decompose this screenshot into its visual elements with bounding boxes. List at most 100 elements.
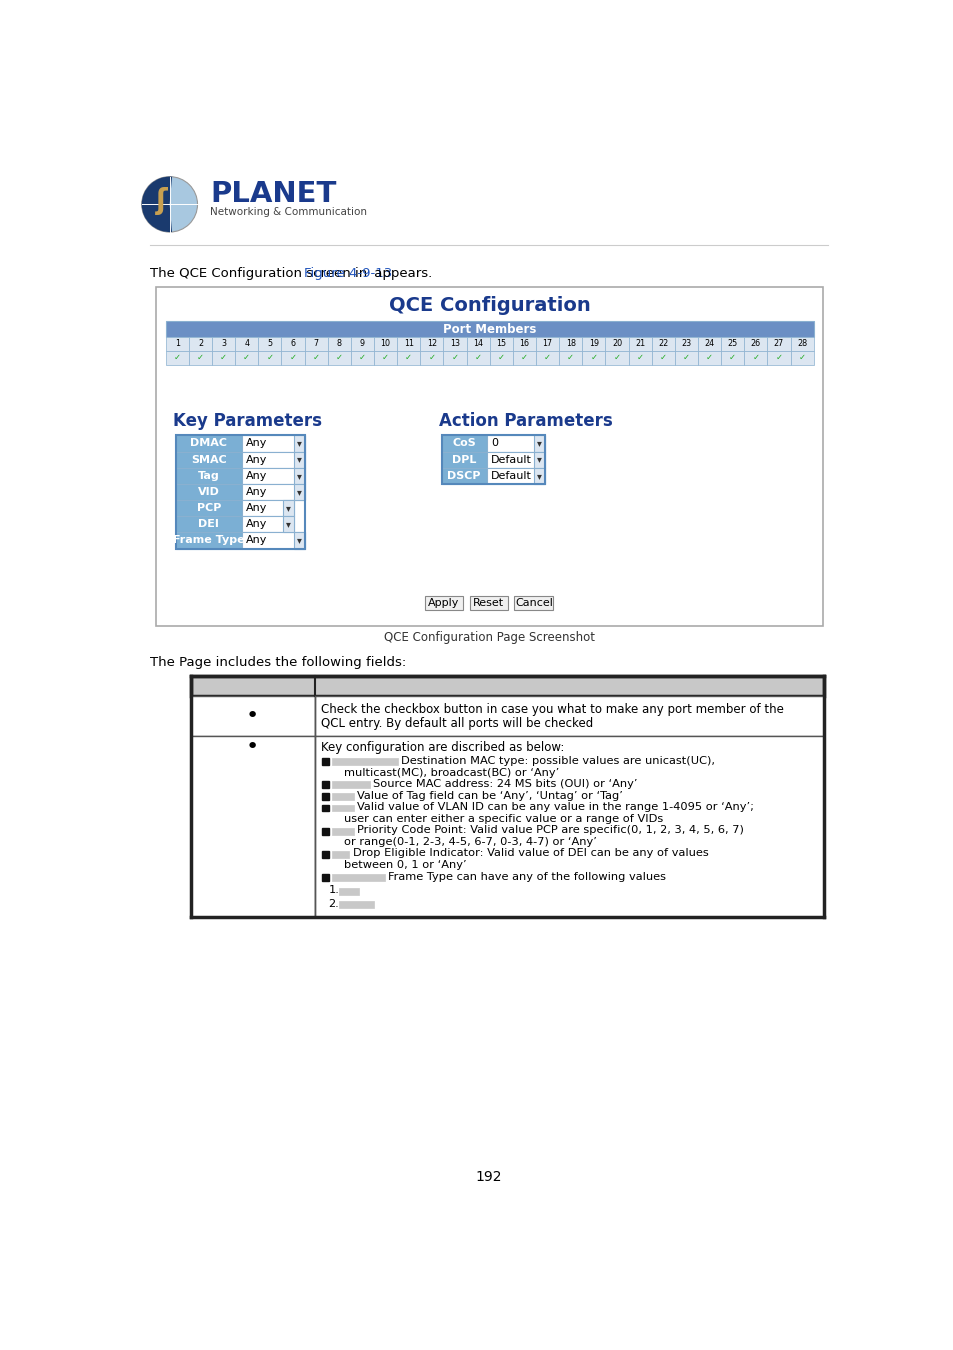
- Bar: [281, 351, 304, 364]
- Text: 16: 16: [518, 339, 529, 348]
- Text: ▾: ▾: [297, 536, 302, 545]
- Text: SMAC: SMAC: [191, 455, 227, 464]
- Bar: [166, 321, 813, 336]
- Bar: [175, 516, 241, 532]
- Bar: [282, 516, 294, 532]
- Text: ✓: ✓: [243, 354, 250, 362]
- Bar: [332, 805, 354, 811]
- Bar: [166, 351, 189, 364]
- Text: ✓: ✓: [405, 354, 412, 362]
- Bar: [175, 532, 241, 548]
- Bar: [294, 532, 305, 548]
- Bar: [513, 351, 536, 364]
- Bar: [651, 351, 674, 364]
- Bar: [304, 336, 328, 351]
- Text: ▾: ▾: [537, 471, 541, 481]
- Text: 11: 11: [403, 339, 414, 348]
- Text: ✓: ✓: [520, 354, 527, 362]
- Bar: [189, 351, 212, 364]
- Bar: [534, 435, 544, 451]
- Bar: [304, 351, 328, 364]
- Bar: [513, 336, 536, 351]
- Bar: [581, 351, 605, 364]
- Text: Networking & Communication: Networking & Communication: [210, 207, 367, 217]
- Bar: [651, 336, 674, 351]
- Text: Any: Any: [246, 455, 268, 464]
- Bar: [558, 351, 581, 364]
- Bar: [743, 351, 766, 364]
- Text: 17: 17: [542, 339, 552, 348]
- Text: 27: 27: [773, 339, 783, 348]
- Text: Key Parameters: Key Parameters: [173, 413, 322, 431]
- Bar: [605, 351, 628, 364]
- Bar: [175, 483, 241, 499]
- Bar: [486, 435, 544, 451]
- Text: Figure 4-9-13: Figure 4-9-13: [303, 267, 392, 281]
- Text: ✓: ✓: [266, 354, 274, 362]
- Bar: [175, 451, 241, 467]
- Text: 23: 23: [680, 339, 691, 348]
- Text: Any: Any: [246, 504, 268, 513]
- Bar: [241, 451, 305, 467]
- Text: Default: Default: [491, 471, 532, 481]
- Bar: [322, 759, 329, 765]
- Text: ▾: ▾: [286, 504, 291, 513]
- Text: 4: 4: [244, 339, 249, 348]
- Bar: [374, 351, 396, 364]
- Text: QCE Configuration Page Screenshot: QCE Configuration Page Screenshot: [384, 632, 595, 644]
- Text: multicast(MC), broadcast(BC) or ‘Any’: multicast(MC), broadcast(BC) or ‘Any’: [344, 768, 558, 778]
- Bar: [466, 351, 489, 364]
- Text: ▾: ▾: [297, 487, 302, 497]
- Bar: [212, 336, 235, 351]
- Bar: [558, 336, 581, 351]
- Bar: [241, 435, 305, 451]
- Bar: [294, 467, 305, 483]
- Text: ▾: ▾: [537, 439, 541, 448]
- Text: 18: 18: [565, 339, 575, 348]
- Wedge shape: [142, 177, 172, 232]
- Text: ✓: ✓: [567, 354, 574, 362]
- Bar: [294, 483, 305, 499]
- Bar: [351, 336, 374, 351]
- Bar: [328, 351, 351, 364]
- Bar: [424, 597, 463, 610]
- Text: 1.: 1.: [328, 886, 339, 895]
- Text: 2.: 2.: [328, 899, 339, 909]
- Text: DPL: DPL: [452, 455, 476, 464]
- Bar: [258, 351, 281, 364]
- Bar: [241, 532, 305, 548]
- Text: 192: 192: [476, 1170, 501, 1184]
- Bar: [536, 351, 558, 364]
- Text: 6: 6: [291, 339, 295, 348]
- Text: DSCP: DSCP: [447, 471, 480, 481]
- Text: The Page includes the following fields:: The Page includes the following fields:: [150, 656, 406, 670]
- Bar: [191, 736, 314, 918]
- Text: Apply: Apply: [428, 598, 459, 609]
- Bar: [486, 467, 544, 483]
- Bar: [322, 792, 329, 801]
- Text: appears.: appears.: [369, 267, 432, 281]
- Text: Any: Any: [246, 439, 268, 448]
- Text: 13: 13: [450, 339, 459, 348]
- Text: Drop Eligible Indicator: Valid value of DEI can be any of values: Drop Eligible Indicator: Valid value of …: [353, 848, 707, 859]
- Text: Frame Type can have any of the following values: Frame Type can have any of the following…: [388, 872, 665, 882]
- Bar: [175, 500, 241, 516]
- Text: 7: 7: [314, 339, 318, 348]
- Bar: [156, 286, 822, 625]
- Text: Any: Any: [246, 471, 268, 481]
- Bar: [332, 873, 385, 880]
- Text: PLANET: PLANET: [210, 181, 336, 208]
- Text: ✓: ✓: [358, 354, 366, 362]
- Bar: [332, 792, 354, 801]
- Bar: [628, 336, 651, 351]
- Text: DMAC: DMAC: [190, 439, 227, 448]
- Bar: [322, 873, 329, 880]
- Text: ✓: ✓: [728, 354, 736, 362]
- Text: 3: 3: [221, 339, 226, 348]
- Bar: [189, 336, 212, 351]
- Bar: [443, 351, 466, 364]
- Text: 20: 20: [611, 339, 621, 348]
- Text: 1: 1: [174, 339, 179, 348]
- Bar: [790, 351, 813, 364]
- Bar: [322, 782, 329, 788]
